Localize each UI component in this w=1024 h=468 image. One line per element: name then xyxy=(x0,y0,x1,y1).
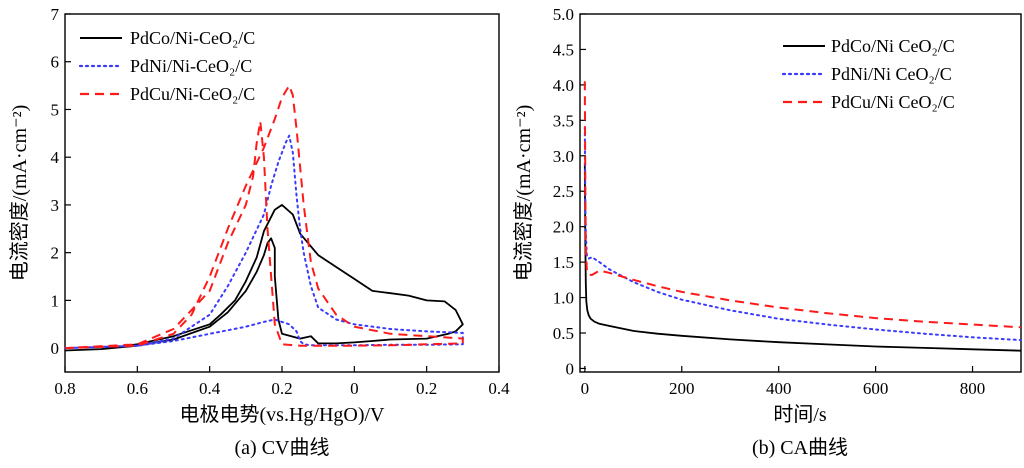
y-tick-label: 0.5 xyxy=(553,324,574,343)
y-tick-label: 1.5 xyxy=(553,253,574,272)
y-tick-label: 0 xyxy=(51,339,60,358)
y-tick-label: 6 xyxy=(51,53,60,72)
legend-label-pdco: PdCo/Ni CeO₂/C xyxy=(831,36,955,56)
x-tick-label: 0.2 xyxy=(416,379,437,398)
panel-b-legend: PdCo/Ni CeO₂/C PdNi/Ni CeO₂/C PdCu/Ni CeO₂… xyxy=(781,36,955,112)
series-line-pdcu xyxy=(64,84,464,350)
y-tick-label: 0 xyxy=(566,359,575,378)
panel-a-xlabel: 电极电势(vs.Hg/HgO)/V xyxy=(180,403,386,426)
y-tick-label: 3 xyxy=(51,196,60,215)
panel-b-plot-frame xyxy=(579,13,1022,373)
legend-label-pdni: PdNi/Ni CeO₂/C xyxy=(831,64,952,84)
x-tick-label: 0 xyxy=(350,379,359,398)
panel-a-ylabel: 电流密度/(mA·cm⁻²) xyxy=(8,105,31,282)
y-tick-label: 2 xyxy=(51,244,60,263)
panel-a-series xyxy=(64,84,464,352)
y-tick-label: 5.0 xyxy=(553,5,574,24)
x-tick-label: 0.6 xyxy=(127,379,148,398)
panel-a-ticks: 0.8 0.6 0.4 0.2 0 0.2 0.4 0 1 2 3 4 5 6 7 xyxy=(51,5,511,398)
y-tick-label: 5 xyxy=(51,100,60,119)
legend-label-pdcu: PdCu/Ni CeO₂/C xyxy=(831,92,955,112)
panel-b-xlabel: 时间/s xyxy=(773,403,827,426)
x-tick-label: 800 xyxy=(960,379,986,398)
y-tick-label: 1.0 xyxy=(553,289,574,308)
panel-a-caption: (a) CV曲线 xyxy=(235,436,330,459)
legend-label-pdco: PdCo/Ni-CeO₂/C xyxy=(130,28,255,48)
series-line-pdco xyxy=(583,162,1022,352)
y-tick-label: 4.0 xyxy=(553,76,574,95)
y-tick-label: 7 xyxy=(51,5,60,24)
x-tick-label: 0.8 xyxy=(54,379,75,398)
y-tick-label: 1 xyxy=(51,291,60,310)
series-line-pdcu xyxy=(583,81,1022,329)
x-tick-label: 200 xyxy=(669,379,695,398)
x-tick-label: 400 xyxy=(766,379,792,398)
x-tick-label: 0.4 xyxy=(199,379,221,398)
x-tick-label: 0 xyxy=(581,379,590,398)
panel-b-ticks: 0 200 400 600 800 0 0.5 1.0 1.5 2.0 2.5 3.0 3.5 4.0 4.… xyxy=(553,5,986,398)
y-tick-label: 3.0 xyxy=(553,147,574,166)
panel-b-ylabel: 电流密度/(mA·cm⁻²) xyxy=(512,105,535,282)
legend-label-pdni: PdNi/Ni-CeO₂/C xyxy=(130,56,252,76)
x-tick-label: 0.4 xyxy=(488,379,510,398)
y-tick-label: 4.5 xyxy=(553,40,574,59)
panel-b-ca-chart: 0 200 400 600 800 0 0.5 1.0 1.5 2.0 2.5 3.0 3.5 4.0 4.… xyxy=(512,5,1022,459)
y-tick-label: 4 xyxy=(51,148,60,167)
panel-a-legend: PdCo/Ni-CeO₂/C PdNi/Ni-CeO₂/C PdCu/Ni-CeO₂… xyxy=(78,28,255,104)
legend-label-pdcu: PdCu/Ni-CeO₂/C xyxy=(130,84,255,104)
y-tick-label: 3.5 xyxy=(553,111,574,130)
y-tick-label: 2.5 xyxy=(553,182,574,201)
x-tick-label: 600 xyxy=(863,379,889,398)
series-line-pdco xyxy=(64,203,464,352)
panel-b-caption: (b) CA曲线 xyxy=(752,436,848,459)
panel-b-series xyxy=(583,81,1022,352)
series-line-pdni xyxy=(583,126,1022,342)
panel-a-cv-chart: 0.8 0.6 0.4 0.2 0 0.2 0.4 0 1 2 3 4 5 6 7 PdCo/Ni-CeO₂… xyxy=(8,5,510,459)
y-tick-label: 2.0 xyxy=(553,218,574,237)
x-tick-label: 0.2 xyxy=(271,379,292,398)
series-line-pdni xyxy=(64,134,464,350)
